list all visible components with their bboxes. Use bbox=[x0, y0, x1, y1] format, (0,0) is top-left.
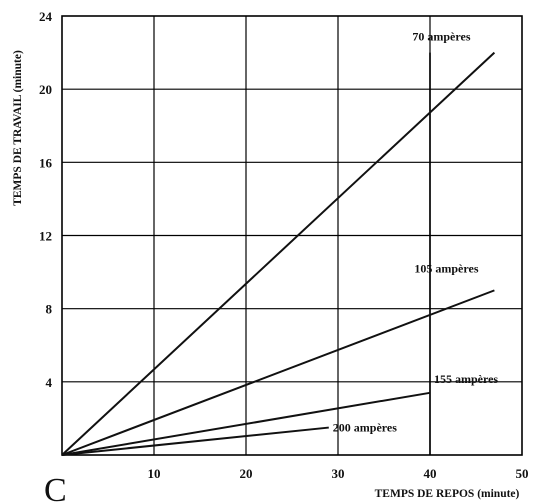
tick-labels: 4 8 12 16 20 24 10 20 30 40 50 bbox=[39, 9, 529, 481]
series-label-4: 200 ampères bbox=[333, 421, 397, 435]
x-axis-title: TEMPS DE REPOS (minute) bbox=[375, 488, 520, 500]
series-labels: 70 ampères 105 ampères 155 ampères 200 ampè… bbox=[333, 30, 499, 435]
y-tick-label: 8 bbox=[46, 302, 53, 317]
grid bbox=[62, 16, 522, 455]
series-label-1: 70 ampères bbox=[412, 30, 470, 44]
x-tick-label: 30 bbox=[332, 466, 345, 481]
y-tick-label: 20 bbox=[39, 82, 52, 97]
y-tick-label: 12 bbox=[39, 229, 52, 244]
x-tick-label: 40 bbox=[424, 466, 437, 481]
x-tick-label: 20 bbox=[240, 466, 253, 481]
y-tick-label: 4 bbox=[46, 375, 53, 390]
x-tick-label: 50 bbox=[516, 466, 529, 481]
y-axis-title: TEMPS DE TRAVAIL (minute) bbox=[12, 50, 24, 206]
series-label-3: 155 ampères bbox=[434, 372, 498, 386]
y-tick-label: 16 bbox=[39, 155, 53, 170]
series-label-2: 105 ampères bbox=[414, 261, 478, 275]
panel-label: C bbox=[44, 472, 67, 504]
x-tick-label: 10 bbox=[148, 466, 161, 481]
y-tick-label: 24 bbox=[39, 9, 53, 24]
